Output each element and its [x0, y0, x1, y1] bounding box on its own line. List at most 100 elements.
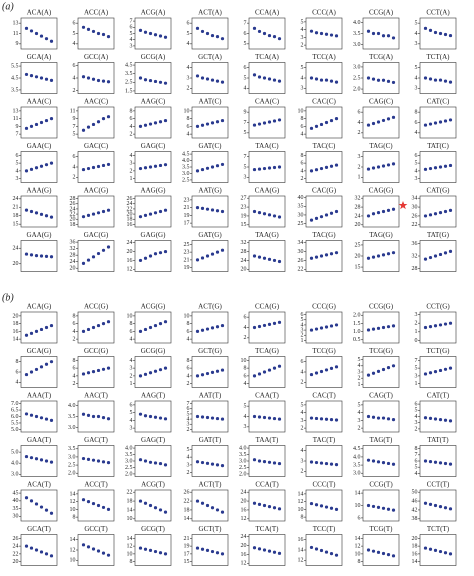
y-tick-label: 3: [130, 426, 133, 432]
point: [106, 35, 111, 39]
point: [158, 120, 163, 124]
panel-title: CAC(T): [312, 392, 336, 400]
y-tick-label: 10: [298, 507, 304, 513]
point: [272, 119, 277, 123]
point: [314, 124, 319, 128]
point: [272, 416, 277, 421]
y-tick-label: 8: [130, 108, 133, 114]
point: [158, 508, 163, 512]
plot-frame: [20, 240, 58, 272]
point: [366, 373, 371, 377]
point: [262, 121, 267, 125]
point: [334, 323, 339, 327]
y-tick-label: 2: [301, 333, 304, 339]
point: [210, 370, 215, 374]
plot-frame: [20, 311, 58, 344]
point: [386, 252, 391, 256]
y-tick-label: 30: [13, 514, 19, 520]
y-tick-label: 4: [187, 132, 190, 138]
point: [138, 258, 143, 263]
y-tick-label: 14: [298, 547, 304, 553]
plot-frame: [20, 445, 58, 477]
y-tick-label: 14: [412, 559, 418, 565]
point: [252, 325, 257, 330]
point: [423, 325, 428, 330]
y-tick-label: 6: [244, 315, 247, 321]
y-tick-label: 2.0: [125, 471, 133, 477]
y-tick-label: 6: [130, 25, 133, 31]
y-tick-label: 2: [301, 469, 304, 475]
point: [148, 325, 153, 330]
point: [158, 416, 163, 420]
plot-frame: [419, 240, 457, 272]
point: [24, 372, 29, 377]
plot-frame: [77, 151, 115, 183]
point: [44, 552, 49, 556]
point: [200, 123, 205, 127]
point: [438, 252, 443, 257]
y-tick-label: 11: [13, 116, 19, 122]
point: [324, 368, 329, 372]
point: [319, 166, 324, 171]
y-tick-label: 6.0: [11, 414, 19, 420]
y-tick-label: 14: [127, 507, 133, 513]
y-tick-label: 10: [355, 551, 361, 557]
point: [86, 27, 91, 31]
point: [153, 549, 158, 554]
y-tick-label: 4: [130, 358, 133, 364]
y-tick-label: 3.0: [239, 458, 247, 464]
point: [106, 208, 111, 212]
point: [438, 418, 443, 422]
plot-frame: [362, 445, 400, 477]
point: [262, 323, 267, 328]
point: [39, 416, 44, 420]
y-tick-label: 5.0: [11, 450, 19, 456]
point: [366, 214, 371, 218]
plot-frame: [419, 489, 457, 522]
y-tick-label: 4: [415, 31, 418, 37]
point: [366, 548, 371, 552]
y-tick-label: 4: [73, 41, 76, 47]
plot-frame: [419, 151, 457, 183]
point: [24, 333, 29, 337]
plot-frame: [419, 534, 457, 566]
panel-title: CCA(A): [255, 9, 280, 17]
y-tick-label: 7: [244, 21, 247, 27]
plot-frame: [134, 151, 172, 183]
panel-label: (a): [2, 1, 14, 12]
point: [106, 115, 111, 119]
point: [376, 460, 381, 464]
y-tick-label: 3.5: [68, 414, 76, 420]
point: [267, 166, 272, 170]
point: [158, 551, 163, 555]
point: [324, 461, 329, 466]
plot-frame: [20, 195, 58, 228]
point: [428, 213, 433, 217]
panel-title: TAC(G): [312, 231, 336, 239]
point: [200, 328, 205, 332]
point: [91, 165, 96, 170]
y-tick-label: 4: [187, 373, 190, 379]
point: [319, 417, 324, 421]
panel-title: AAA(T): [27, 392, 52, 400]
point: [443, 322, 448, 326]
panel-title: ACC(A): [84, 9, 109, 17]
point: [163, 208, 168, 212]
y-tick-label: 10: [184, 313, 190, 319]
point: [448, 419, 453, 423]
point: [215, 35, 220, 39]
plot-frame: [248, 195, 286, 228]
point: [138, 28, 143, 32]
y-tick-label: 32: [241, 240, 247, 246]
panel-title: CCT(T): [427, 481, 450, 489]
y-tick-label: 4: [73, 75, 76, 81]
plot-frame: [20, 400, 58, 433]
point: [391, 162, 396, 166]
plot-frame: [191, 534, 229, 566]
point: [91, 458, 96, 462]
y-tick-label: 2: [187, 470, 190, 476]
y-tick-label: 7: [187, 401, 190, 407]
point: [314, 77, 319, 81]
y-tick-label: 8: [73, 313, 76, 319]
point: [371, 255, 376, 259]
